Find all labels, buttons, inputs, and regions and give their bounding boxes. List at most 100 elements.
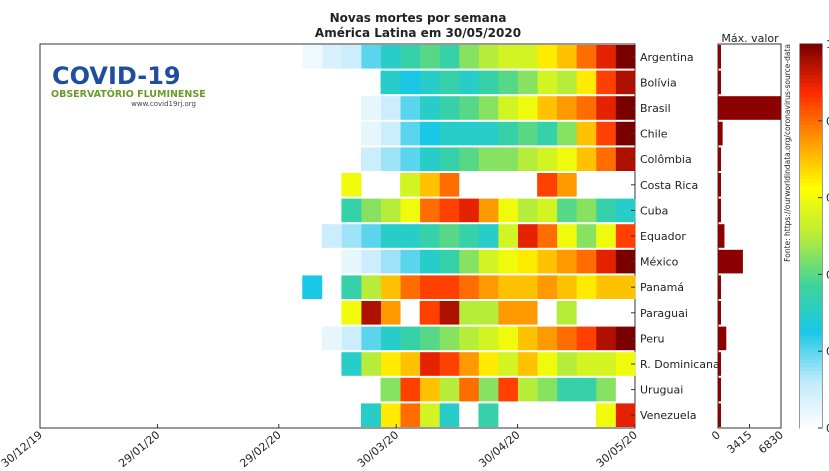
- heat-cell: [615, 45, 636, 69]
- colorbar-tick-label: 0.: [826, 192, 829, 205]
- heat-cell: [595, 147, 616, 171]
- colorbar-swatch: [800, 159, 822, 164]
- heat-cell: [556, 326, 577, 351]
- colorbar-swatch: [800, 243, 822, 249]
- heat-cell: [439, 301, 460, 325]
- heat-cell: [576, 96, 597, 120]
- heat-cell: [360, 326, 381, 351]
- heat-cell: [478, 301, 499, 325]
- colorbar-swatch: [800, 236, 822, 241]
- heat-cell: [360, 249, 381, 274]
- colorbar-swatch: [800, 163, 822, 168]
- colorbar-swatch: [800, 424, 822, 429]
- heat-cell: [458, 249, 479, 274]
- heat-cell: [360, 301, 381, 325]
- heat-cell: [576, 352, 597, 376]
- colorbar-swatch: [800, 224, 822, 229]
- bar: [718, 70, 721, 95]
- colorbar-swatch: [800, 44, 822, 49]
- heat-cell: [321, 326, 342, 351]
- colorbar-tick-label: 0.: [826, 268, 829, 281]
- colorbar-swatch: [800, 278, 822, 283]
- heat-cell: [439, 249, 460, 274]
- heat-cell: [400, 275, 421, 299]
- heat-cell: [595, 326, 616, 351]
- heat-cell: [400, 326, 421, 351]
- heat-cell: [615, 147, 636, 171]
- colorbar-swatch: [800, 293, 822, 298]
- heat-cell: [400, 224, 421, 248]
- colorbar-swatch: [800, 355, 822, 360]
- colorbar-swatch: [800, 205, 822, 210]
- colorbar-tick-label: 0.: [826, 345, 829, 358]
- heat-cell: [537, 147, 558, 171]
- heat-cell: [595, 198, 616, 223]
- heat-cell: [341, 352, 362, 376]
- chart-subtitle: América Latina em 30/05/2020: [315, 26, 521, 40]
- heat-cell: [439, 403, 460, 427]
- row-label: Brasil: [640, 102, 671, 115]
- colorbar-swatch: [800, 63, 822, 68]
- heat-cell: [615, 70, 636, 95]
- heat-cell: [576, 377, 597, 402]
- row-label: México: [640, 256, 679, 269]
- heat-cell: [595, 96, 616, 120]
- source-note: Fonte: https://ourworldindata.org/corona…: [783, 44, 792, 262]
- heat-cell: [497, 275, 518, 299]
- heat-cell: [576, 224, 597, 248]
- heat-cell: [360, 147, 381, 171]
- heat-cell: [419, 326, 440, 351]
- heat-cell: [400, 121, 421, 146]
- heat-cell: [517, 96, 538, 120]
- heat-cell: [380, 121, 401, 146]
- heat-cell: [380, 224, 401, 248]
- colorbar-swatch: [800, 120, 822, 126]
- heat-cell: [537, 275, 558, 299]
- bar: [718, 403, 721, 427]
- colorbar-swatch: [800, 70, 822, 76]
- heat-cell: [595, 70, 616, 95]
- heat-cell: [458, 70, 479, 95]
- heat-cell: [595, 275, 616, 299]
- heat-cell: [517, 224, 538, 248]
- colorbar-swatch: [800, 412, 822, 417]
- heat-cell: [341, 198, 362, 223]
- heat-cell: [419, 96, 440, 120]
- heat-cell: [478, 70, 499, 95]
- heat-cell: [419, 198, 440, 223]
- heat-cell: [556, 352, 577, 376]
- colorbar-swatch: [800, 113, 822, 118]
- heat-cell: [517, 249, 538, 274]
- heat-cell: [302, 275, 323, 299]
- bar-title: Máx. valor: [721, 32, 779, 45]
- heat-cell: [458, 352, 479, 376]
- heat-cell: [497, 198, 518, 223]
- colorbar-swatch: [800, 147, 822, 153]
- heat-cell: [615, 249, 636, 274]
- colorbar-swatch: [800, 201, 822, 206]
- heat-cell: [360, 224, 381, 248]
- bar: [718, 45, 721, 69]
- heat-cell: [419, 249, 440, 274]
- bar: [718, 326, 727, 351]
- heat-cell: [537, 198, 558, 223]
- colorbar-swatch: [800, 90, 822, 95]
- heat-cell: [497, 96, 518, 120]
- row-label: Panamá: [640, 281, 684, 294]
- colorbar-swatch: [800, 259, 822, 264]
- colorbar-swatch: [800, 351, 822, 356]
- colorbar-swatch: [800, 289, 822, 295]
- colorbar-swatch: [800, 143, 822, 149]
- bar: [718, 224, 725, 248]
- heat-cell: [458, 377, 479, 402]
- colorbar-swatch: [800, 297, 822, 302]
- heat-cell: [556, 224, 577, 248]
- heat-cell: [556, 121, 577, 146]
- row-label: R. Dominicana: [640, 358, 720, 371]
- heat-cell: [517, 121, 538, 146]
- heat-cell: [400, 173, 421, 197]
- heat-cell: [458, 326, 479, 351]
- heat-cell: [537, 352, 558, 376]
- row-label: Colômbia: [640, 153, 692, 166]
- heat-cell: [517, 147, 538, 171]
